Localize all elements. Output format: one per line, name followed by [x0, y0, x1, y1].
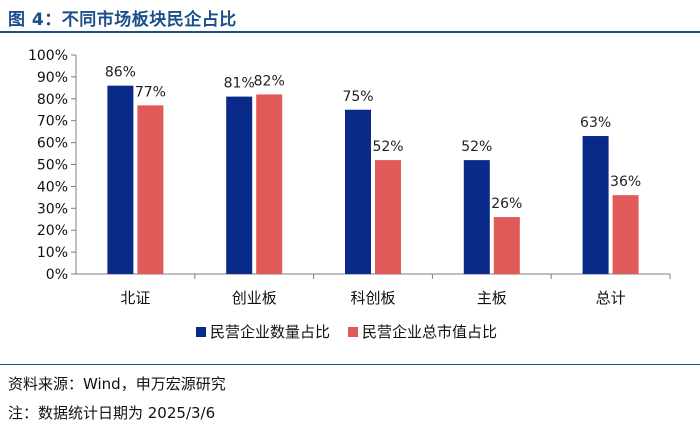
data-label: 63% — [580, 115, 611, 131]
bar-cap-share — [375, 160, 401, 274]
bar-cap-share — [612, 195, 639, 274]
x-tick-label: 北证 — [120, 289, 150, 307]
bar-count-share — [226, 96, 253, 274]
y-tick-label: 0% — [46, 267, 68, 283]
y-tick-label: 40% — [37, 179, 68, 195]
y-tick-label: 20% — [37, 223, 68, 239]
y-tick-label: 30% — [37, 201, 68, 217]
x-tick-label: 总计 — [596, 289, 626, 307]
x-tick-label: 科创板 — [350, 289, 395, 307]
data-label: 52% — [372, 139, 403, 155]
bar-cap-share — [137, 105, 164, 275]
bar-count-share — [107, 85, 134, 274]
title-divider — [0, 31, 700, 33]
data-label: 75% — [342, 89, 373, 105]
y-tick-label: 60% — [37, 136, 68, 152]
data-label: 36% — [610, 174, 641, 190]
legend-label: 民营企业数量占比 — [210, 323, 330, 341]
figure-title: 图 4：不同市场板块民企占比 — [8, 10, 237, 30]
bar-chart: 0% 10% 20% 30% 40% 50% 60% 70% 80% 90% 100% 北证 86% 77… — [28, 48, 671, 341]
source-note: 资料来源：Wind，申万宏源研究 — [8, 375, 226, 393]
x-tick-label: 创业板 — [232, 289, 277, 307]
data-label: 26% — [491, 196, 522, 212]
data-label: 52% — [461, 139, 492, 155]
y-tick-label: 80% — [37, 92, 68, 108]
bar-count-share — [463, 160, 490, 274]
y-tick-label: 10% — [37, 245, 68, 261]
data-label: 86% — [105, 65, 136, 81]
y-tick-label: 90% — [37, 70, 68, 86]
data-label: 77% — [135, 84, 166, 100]
x-tick-label: 主板 — [477, 289, 507, 307]
legend-swatch — [196, 327, 206, 337]
bar-cap-share — [493, 217, 520, 274]
y-tick-label: 100% — [28, 48, 68, 64]
footer-divider — [0, 364, 700, 365]
y-tick-label: 50% — [37, 158, 68, 174]
bar-count-share — [345, 109, 371, 274]
legend-swatch — [348, 327, 358, 337]
legend-label: 民营企业总市值占比 — [362, 323, 497, 341]
data-label: 82% — [254, 73, 285, 89]
y-tick-label: 70% — [37, 114, 68, 130]
date-note: 注：数据统计日期为 2025/3/6 — [8, 404, 216, 422]
bar-cap-share — [256, 94, 283, 274]
data-label: 81% — [224, 76, 255, 92]
bar-count-share — [582, 136, 609, 274]
